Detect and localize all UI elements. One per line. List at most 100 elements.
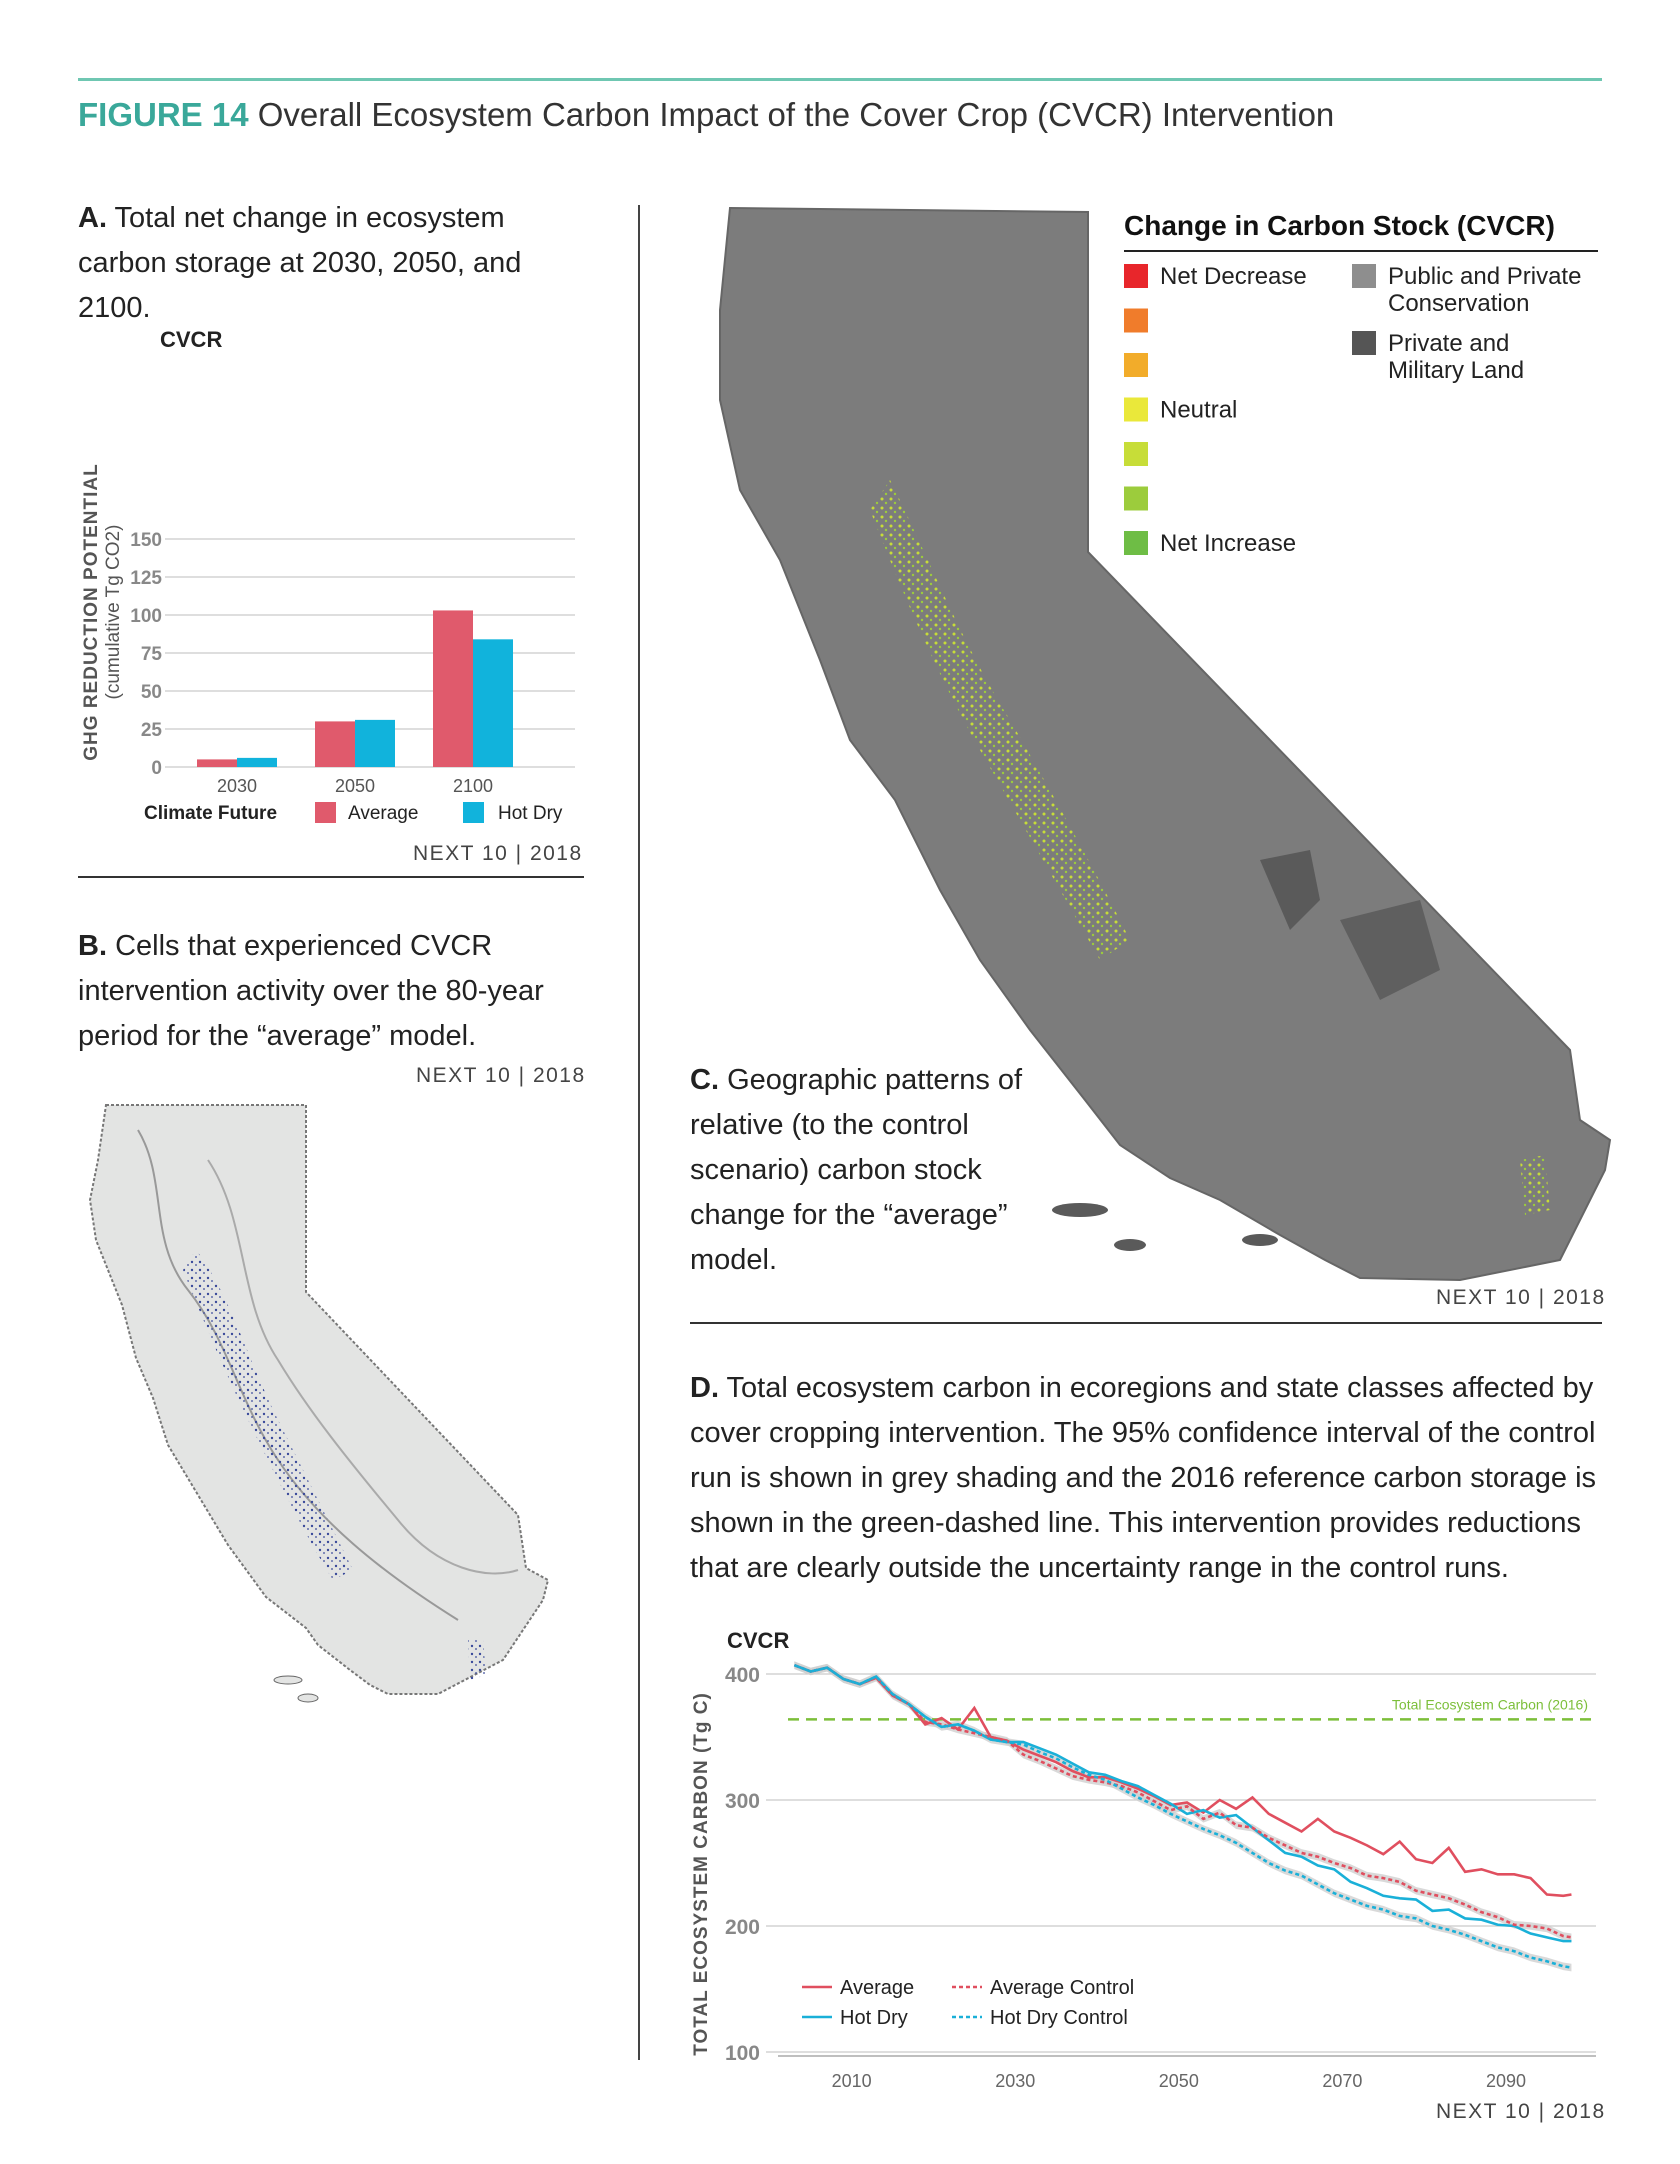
figure-title-text: Overall Ecosystem Carbon Impact of the C… <box>257 96 1335 133</box>
panel-d-label: D. <box>690 1372 719 1404</box>
island <box>297 1693 319 1703</box>
reference-label: Total Ecosystem Carbon (2016) <box>1392 1696 1588 1712</box>
california-outline-c <box>719 206 1612 1282</box>
x-tick-label: 2050 <box>1159 2071 1199 2091</box>
y-tick-label: 75 <box>141 644 163 665</box>
legend-land-label-line: Military Land <box>1388 357 1524 384</box>
legend-swatch <box>1124 486 1148 511</box>
y-tick-label: 0 <box>151 758 162 779</box>
legend-label-average: Average <box>348 803 418 824</box>
y-tick-label: 150 <box>130 530 162 551</box>
legend-land-label: Public and Private Conservation <box>1388 263 1581 317</box>
line-chart-ylabel: TOTAL ECOSYSTEM CARBON (Tg C) <box>691 1692 712 2056</box>
legend-swatch <box>1124 531 1148 555</box>
carbon-legend: Change in Carbon Stock (CVCR) <box>1124 210 1604 252</box>
panel-b-label: B. <box>78 930 107 962</box>
legend-land-swatch <box>1352 264 1376 288</box>
y-tick-label: 100 <box>130 606 162 627</box>
central-valley-cells <box>183 1250 353 1580</box>
ecoregion-boundary <box>207 1159 519 1575</box>
legend-title: Climate Future <box>144 803 277 824</box>
carbon-legend-swatches: Net Decrease Neutral Net Increase Public an… <box>1124 263 1581 557</box>
y-tick-label: 25 <box>141 720 163 741</box>
legend-land-label-line: Conservation <box>1388 290 1529 317</box>
x-tick-label: 2030 <box>217 776 257 796</box>
legend-item-label: Net Increase <box>1160 530 1296 557</box>
legend-swatch <box>1124 308 1148 333</box>
panel-c-label: C. <box>690 1064 719 1096</box>
island <box>1114 1239 1146 1251</box>
line-chart-grid <box>766 1673 1596 2057</box>
panel-a-caption-text: Total net change in ecosystem carbon sto… <box>78 202 522 324</box>
bar-chart-ylabel-units: (cumulative Tg CO2) <box>103 525 124 700</box>
legend-swatch <box>1124 264 1148 288</box>
bar-average-2030 <box>197 759 237 767</box>
x-tick-label: 2090 <box>1486 2071 1526 2091</box>
column-divider <box>638 205 640 2060</box>
panel-c-caption: C. Geographic patterns of relative (to t… <box>690 1058 1050 1283</box>
bar-chart-ylabel: GHG REDUCTION POTENTIAL <box>81 463 102 760</box>
island <box>1052 1203 1108 1217</box>
y-tick-label: 200 <box>725 1916 760 1939</box>
panel-d-caption: D. Total ecosystem carbon in ecoregions … <box>690 1366 1600 1591</box>
x-tick-label: 2030 <box>995 2071 1035 2091</box>
legend-item-label: Neutral <box>1160 397 1237 424</box>
y-tick-label: 100 <box>725 2042 760 2065</box>
south-coast-increase <box>1520 1155 1550 1215</box>
line-chart: CVCR Total Ecosystem Carbon (2016) 100 20… <box>691 1628 1596 2091</box>
figure-title: FIGURE 14 Overall Ecosystem Carbon Impac… <box>78 96 1334 134</box>
x-tick-label: 2050 <box>335 776 375 796</box>
south-coast-cells <box>468 1640 486 1680</box>
series-line-hot-dry <box>793 1663 1572 1943</box>
y-tick-label: 300 <box>725 1790 760 1813</box>
bar-chart-bars <box>197 610 513 767</box>
panel-c-credit: NEXT 10 | 2018 <box>1436 1286 1606 1309</box>
x-tick-label: 2010 <box>832 2071 872 2091</box>
california-map-cells <box>88 1104 550 1703</box>
legend-swatch <box>1124 442 1148 466</box>
figure-number: FIGURE 14 <box>78 96 249 133</box>
california-outline-b <box>88 1104 550 1695</box>
bar-chart-title: CVCR <box>160 327 222 352</box>
panel-b-caption-text: Cells that experienced CVCR intervention… <box>78 930 544 1052</box>
line-chart-ticks: 100 200 300 400 2010 2030 2050 2070 2090 <box>725 1664 1526 2091</box>
bar-chart-legend: Climate Future Average Hot Dry <box>144 802 563 824</box>
panel-a-rule <box>78 876 584 878</box>
x-tick-label: 2100 <box>453 776 493 796</box>
panel-c-rule <box>690 1322 1602 1324</box>
y-tick-label: 400 <box>725 1664 760 1687</box>
central-valley-increase <box>870 480 1130 960</box>
panel-a-label: A. <box>78 202 107 234</box>
california-map-carbon <box>719 206 1612 1282</box>
island <box>273 1675 303 1685</box>
bar-chart-grid <box>165 538 575 768</box>
legend-land-label-line: Public and Private <box>1388 263 1581 290</box>
private-land-region <box>1260 850 1320 930</box>
legend-rule <box>1124 250 1598 252</box>
bar-chart-ticks: 0 25 50 75 100 125 150 2030 2050 2100 <box>130 530 493 796</box>
series-line-average-control <box>793 1663 1572 1939</box>
island <box>1242 1234 1278 1246</box>
line-chart-legend: Average Hot Dry Average Control Hot Dry Con… <box>802 1977 1134 2029</box>
series-line-average <box>793 1663 1572 1898</box>
legend-swatch-average <box>315 802 336 823</box>
legend-swatch <box>1124 397 1148 422</box>
legend-label: Average <box>840 1977 914 1999</box>
legend-swatch <box>1124 353 1148 377</box>
line-chart-title: CVCR <box>727 1628 789 1653</box>
legend-swatch-hot-dry <box>463 802 484 823</box>
series-line-hot-dry-control <box>793 1663 1572 1969</box>
confidence-band <box>794 1661 1572 1942</box>
legend-land-label-line: Private and <box>1388 330 1509 357</box>
legend-land-swatch <box>1352 331 1376 355</box>
y-tick-label: 50 <box>141 682 162 703</box>
panel-c-caption-text: Geographic patterns of relative (to the … <box>690 1064 1023 1276</box>
legend-label-hot-dry: Hot Dry <box>498 803 563 824</box>
legend-title: Change in Carbon Stock (CVCR) <box>1124 210 1555 241</box>
bar-hot-dry-2100 <box>473 639 513 767</box>
panel-d-credit: NEXT 10 | 2018 <box>1436 2100 1606 2123</box>
panel-a-credit: NEXT 10 | 2018 <box>413 842 583 865</box>
legend-label: Hot Dry Control <box>990 2007 1128 2029</box>
x-tick-label: 2070 <box>1322 2071 1362 2091</box>
bar-chart: CVCR 0 25 50 75 100 125 150 2030 2050 2100 GHG RE… <box>81 327 575 824</box>
